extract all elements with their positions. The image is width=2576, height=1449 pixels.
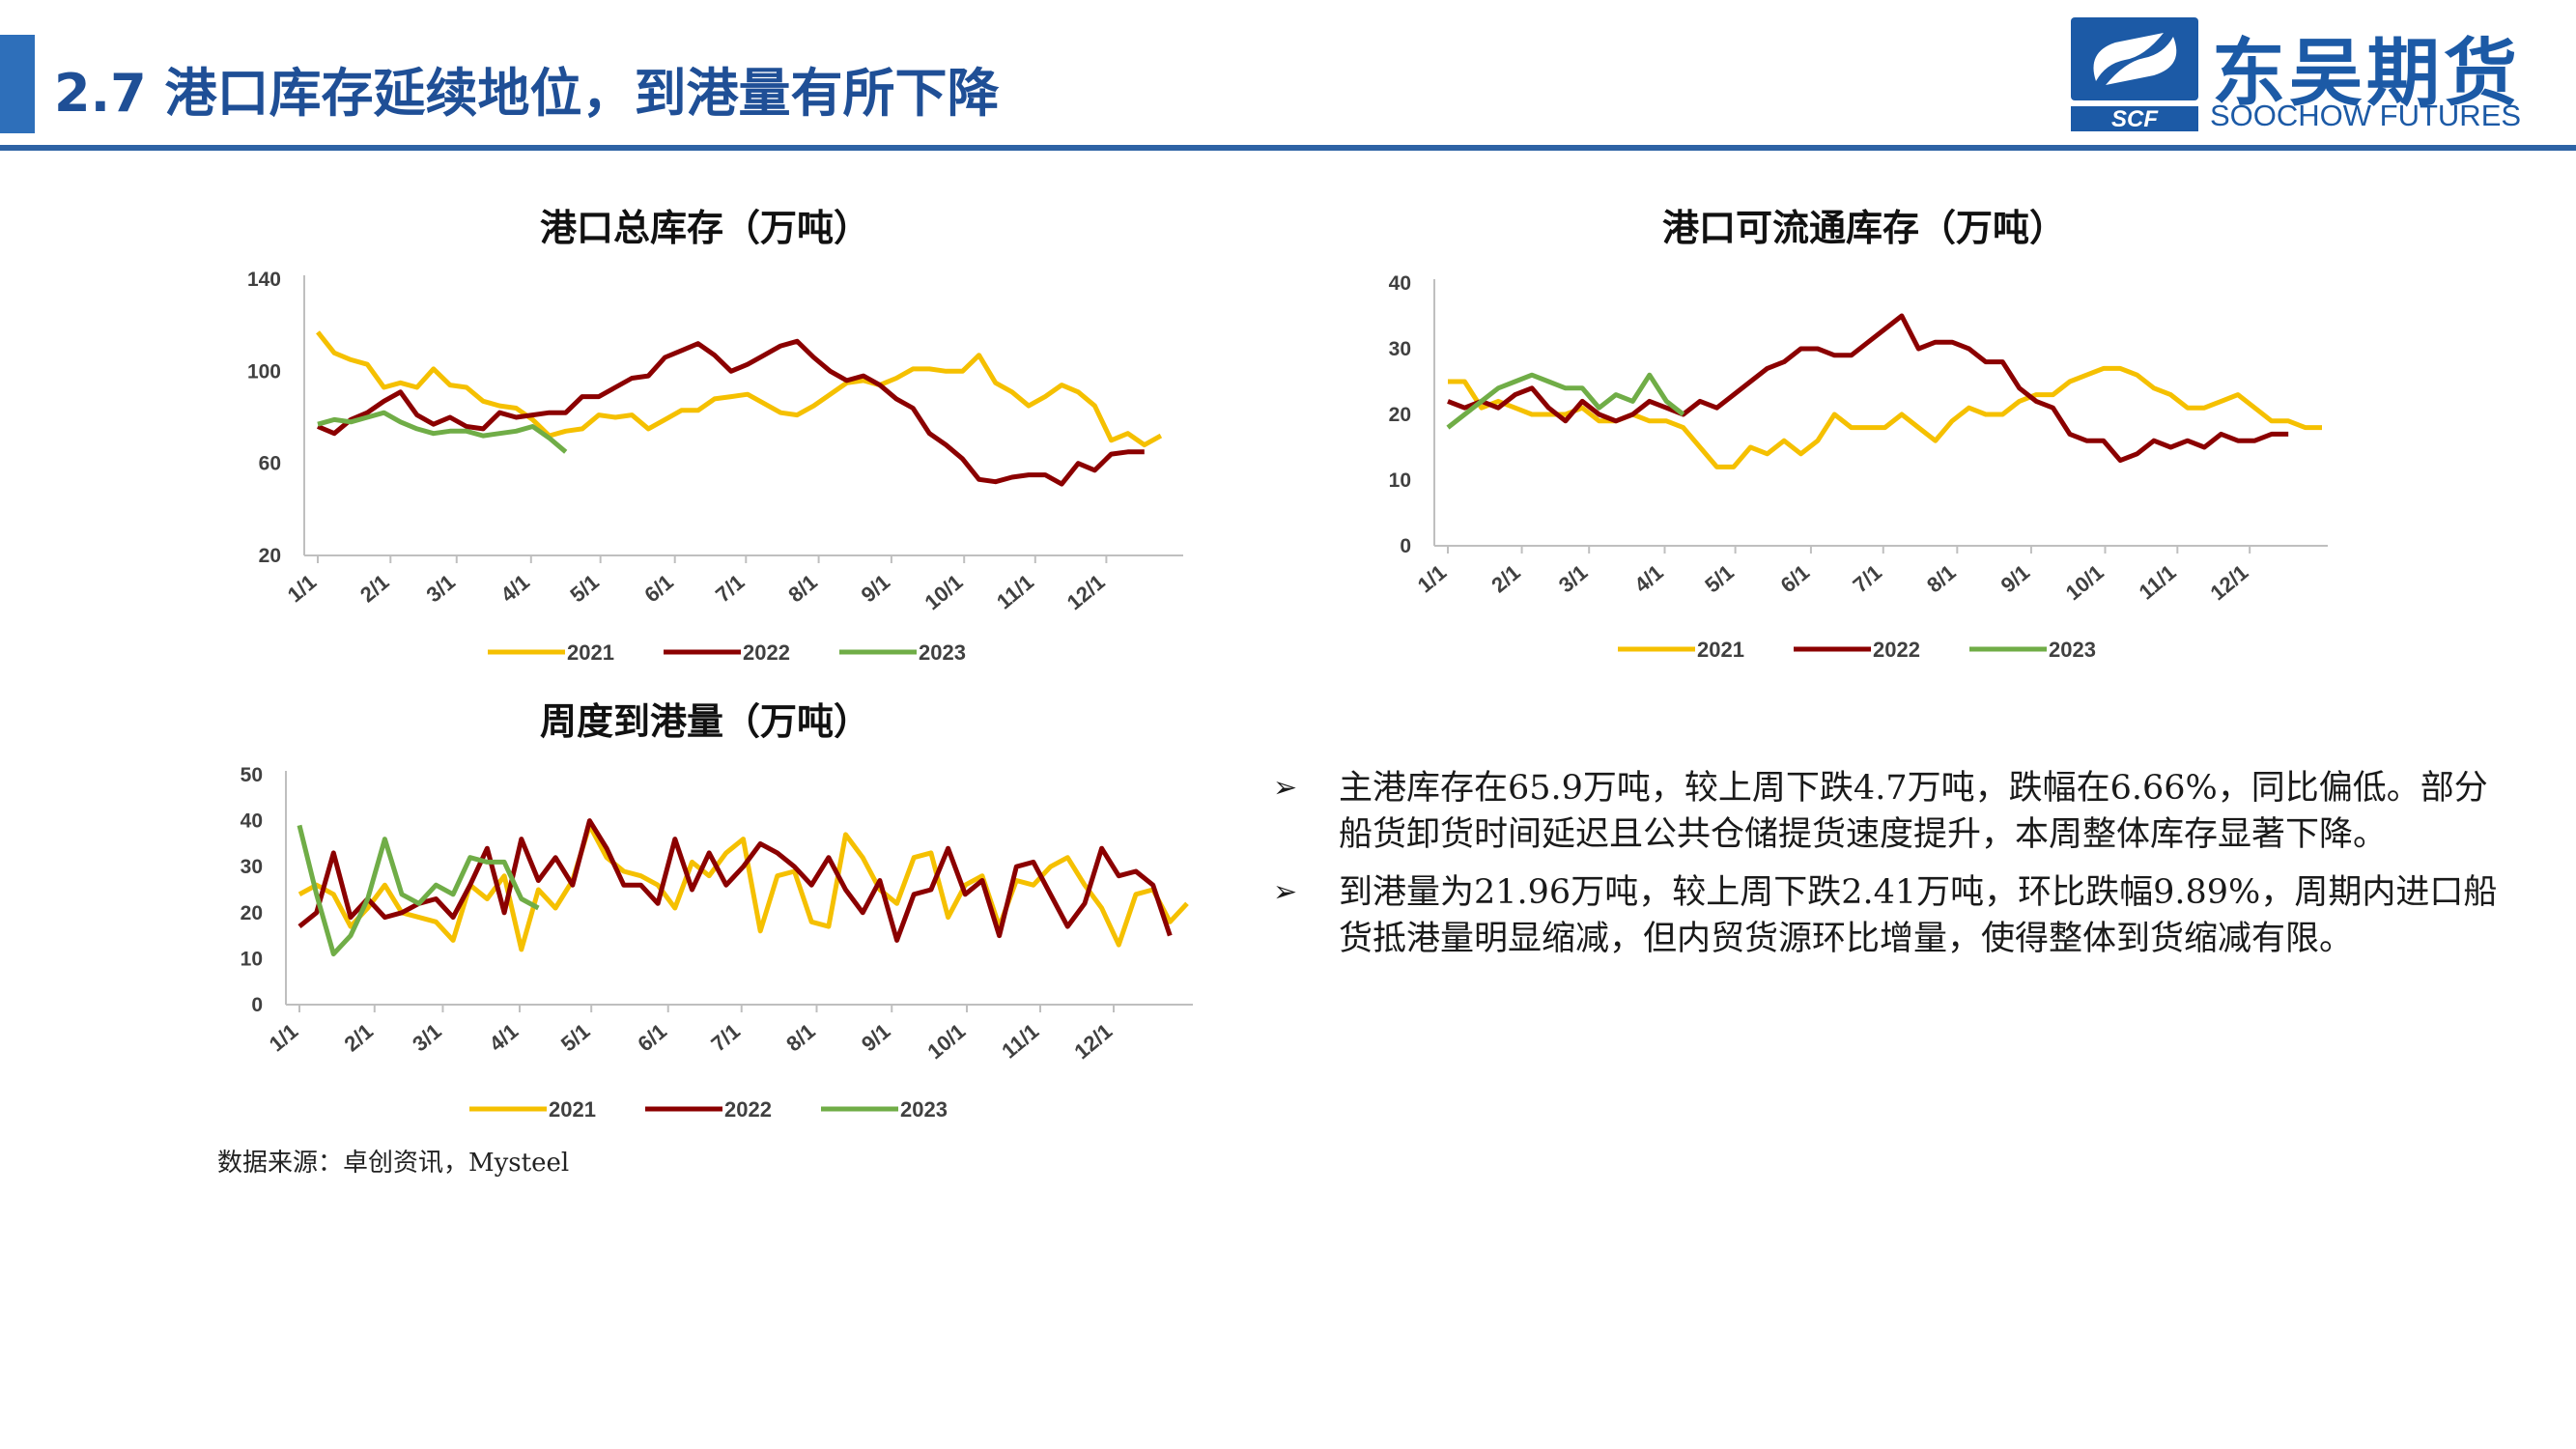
series-line-2022 xyxy=(297,818,1173,943)
x-tick-label: 11/1 xyxy=(992,570,1038,614)
x-tick-label: 12/1 xyxy=(2205,560,2252,606)
y-tick-label: 10 xyxy=(241,948,263,970)
chart-title: 港口总库存（万吨） xyxy=(539,207,870,249)
legend-label-2023: 2023 xyxy=(919,640,966,665)
x-tick-label: 3/1 xyxy=(1554,560,1593,598)
x-tick-label: 12/1 xyxy=(1069,1019,1117,1065)
y-tick-label: 30 xyxy=(1389,338,1411,360)
logo-english-name: SOOCHOW FUTURES xyxy=(2210,99,2522,132)
y-tick-label: 140 xyxy=(247,269,281,291)
series-line-2022 xyxy=(1447,313,2289,464)
y-tick-label: 20 xyxy=(259,545,281,567)
chart-title: 港口可流通库存（万吨） xyxy=(1661,207,2066,249)
series-line-2022 xyxy=(317,338,1145,487)
y-tick-label: 40 xyxy=(1389,272,1411,295)
x-tick-label: 9/1 xyxy=(857,570,895,608)
x-tick-label: 3/1 xyxy=(421,570,460,608)
x-tick-label: 11/1 xyxy=(2135,560,2181,605)
x-tick-label: 2/1 xyxy=(339,1019,378,1057)
company-logo: SCF 东吴期货 SOOCHOW FUTURES xyxy=(2067,14,2560,133)
chart-plot: 0 10 20 30 40 1/1 2/1 3/1 4/1 5/1 6/1 7/1 8/1 9/1 10/1… xyxy=(1389,272,2328,662)
series-line-2023 xyxy=(297,824,540,957)
scf-logo-icon: SCF xyxy=(2071,17,2198,132)
x-tick-label: 5/1 xyxy=(556,1019,595,1057)
x-tick-label: 4/1 xyxy=(1629,560,1668,598)
x-tick-label: 2/1 xyxy=(1486,560,1525,598)
logo-chinese-name: 东吴期货 xyxy=(2212,30,2521,116)
x-tick-label: 7/1 xyxy=(1848,560,1886,598)
y-tick-label: 20 xyxy=(241,902,263,924)
arrow-bullet-icon: ➢ xyxy=(1273,875,1298,909)
x-tick-label: 9/1 xyxy=(857,1019,895,1057)
x-tick-label: 10/1 xyxy=(920,570,968,615)
x-tick-label: 11/1 xyxy=(997,1019,1043,1064)
legend-label-2021: 2021 xyxy=(567,640,614,665)
x-tick-label: 6/1 xyxy=(1776,560,1815,598)
legend-label-2021: 2021 xyxy=(549,1097,596,1122)
x-tick-label: 10/1 xyxy=(922,1019,970,1065)
x-tick-label: 6/1 xyxy=(639,570,678,608)
x-tick-label: 5/1 xyxy=(565,570,604,608)
series-line-2021 xyxy=(316,330,1163,448)
chart-plot: 20 60 100 140 1/1 2/1 3/1 4/1 5/1 6/1 7/1 8/1 9/1 10/… xyxy=(247,269,1183,665)
chart-port-circulating-inventory: 港口可流通库存（万吨） 0 10 20 30 40 1/1 2/1 3/1 4/1 5/1 6/1 7… xyxy=(1352,198,2376,681)
y-tick-label: 20 xyxy=(1389,404,1411,426)
y-tick-label: 40 xyxy=(241,810,263,833)
chart-weekly-arrivals: 周度到港量（万吨） 0 10 20 30 40 50 1/1 2/1 3/1 4/1 5/1 6/1 7… xyxy=(193,692,1217,1136)
y-tick-label: 60 xyxy=(259,453,281,475)
x-tick-label: 3/1 xyxy=(408,1019,446,1057)
legend-label-2023: 2023 xyxy=(900,1097,948,1122)
slide-header: 2.7 港口库存延续地位，到港量有所下降 SCF 东吴期货 SOOCHOW FU… xyxy=(0,0,2576,155)
legend-label-2022: 2022 xyxy=(743,640,790,665)
series-line-2023 xyxy=(317,410,568,454)
header-divider xyxy=(0,145,2576,151)
title-accent-bar xyxy=(0,35,35,133)
x-tick-label: 7/1 xyxy=(711,570,750,608)
commentary-bullets: ➢ 主港库存在65.9万吨，较上周下跌4.7万吨，跌幅在6.66%，同比偏低。部… xyxy=(1265,765,2511,974)
x-tick-label: 9/1 xyxy=(1996,560,2035,598)
series-line-2023 xyxy=(1446,372,1685,430)
legend-label-2023: 2023 xyxy=(2049,638,2096,662)
logo-mark-text: SCF xyxy=(2111,106,2159,132)
chart-port-total-inventory: 港口总库存（万吨） 20 60 100 140 1/1 2/1 3/1 4/1 5/1 6/1 7/… xyxy=(193,198,1217,681)
x-tick-label: 8/1 xyxy=(781,1019,820,1057)
x-tick-label: 6/1 xyxy=(633,1019,671,1057)
x-tick-label: 7/1 xyxy=(706,1019,745,1057)
bullet-text: 到港量为21.96万吨，较上周下跌2.41万吨，环比跌幅9.89%，周期内进口船… xyxy=(1339,873,2498,958)
series-line-2021 xyxy=(1448,365,2322,469)
chart-title: 周度到港量（万吨） xyxy=(539,700,870,743)
x-tick-label: 4/1 xyxy=(495,570,534,608)
y-tick-label: 30 xyxy=(241,856,263,878)
y-tick-label: 0 xyxy=(1400,535,1411,557)
y-tick-label: 50 xyxy=(241,764,263,786)
bullet-inventory: ➢ 主港库存在65.9万吨，较上周下跌4.7万吨，跌幅在6.66%，同比偏低。部… xyxy=(1265,765,2511,858)
arrow-bullet-icon: ➢ xyxy=(1273,771,1298,805)
series-line-2021 xyxy=(297,822,1189,952)
legend-label-2022: 2022 xyxy=(1873,638,1920,662)
x-tick-label: 1/1 xyxy=(265,1019,303,1057)
legend-label-2022: 2022 xyxy=(724,1097,772,1122)
y-tick-label: 10 xyxy=(1389,469,1411,492)
x-tick-label: 10/1 xyxy=(2061,560,2109,606)
x-tick-label: 12/1 xyxy=(1062,570,1110,615)
x-tick-label: 1/1 xyxy=(1413,560,1452,598)
y-tick-label: 0 xyxy=(251,994,263,1016)
page-title: 2.7 港口库存延续地位，到港量有所下降 xyxy=(54,63,1000,124)
bullet-text: 主港库存在65.9万吨，较上周下跌4.7万吨，跌幅在6.66%，同比偏低。部分船… xyxy=(1339,769,2488,854)
legend-label-2021: 2021 xyxy=(1697,638,1744,662)
x-tick-label: 2/1 xyxy=(355,570,394,608)
x-tick-label: 1/1 xyxy=(283,570,322,608)
chart-plot: 0 10 20 30 40 50 1/1 2/1 3/1 4/1 5/1 6/1 7/1 8/1 9/1 10… xyxy=(241,764,1193,1122)
data-source-note: 数据来源：卓创资讯，Mysteel xyxy=(217,1149,570,1178)
y-tick-label: 100 xyxy=(247,360,281,383)
x-tick-label: 4/1 xyxy=(485,1019,524,1057)
x-tick-label: 5/1 xyxy=(1700,560,1739,598)
x-tick-label: 8/1 xyxy=(1922,560,1961,598)
x-tick-label: 8/1 xyxy=(783,570,822,608)
bullet-arrivals: ➢ 到港量为21.96万吨，较上周下跌2.41万吨，环比跌幅9.89%，周期内进… xyxy=(1265,869,2511,962)
